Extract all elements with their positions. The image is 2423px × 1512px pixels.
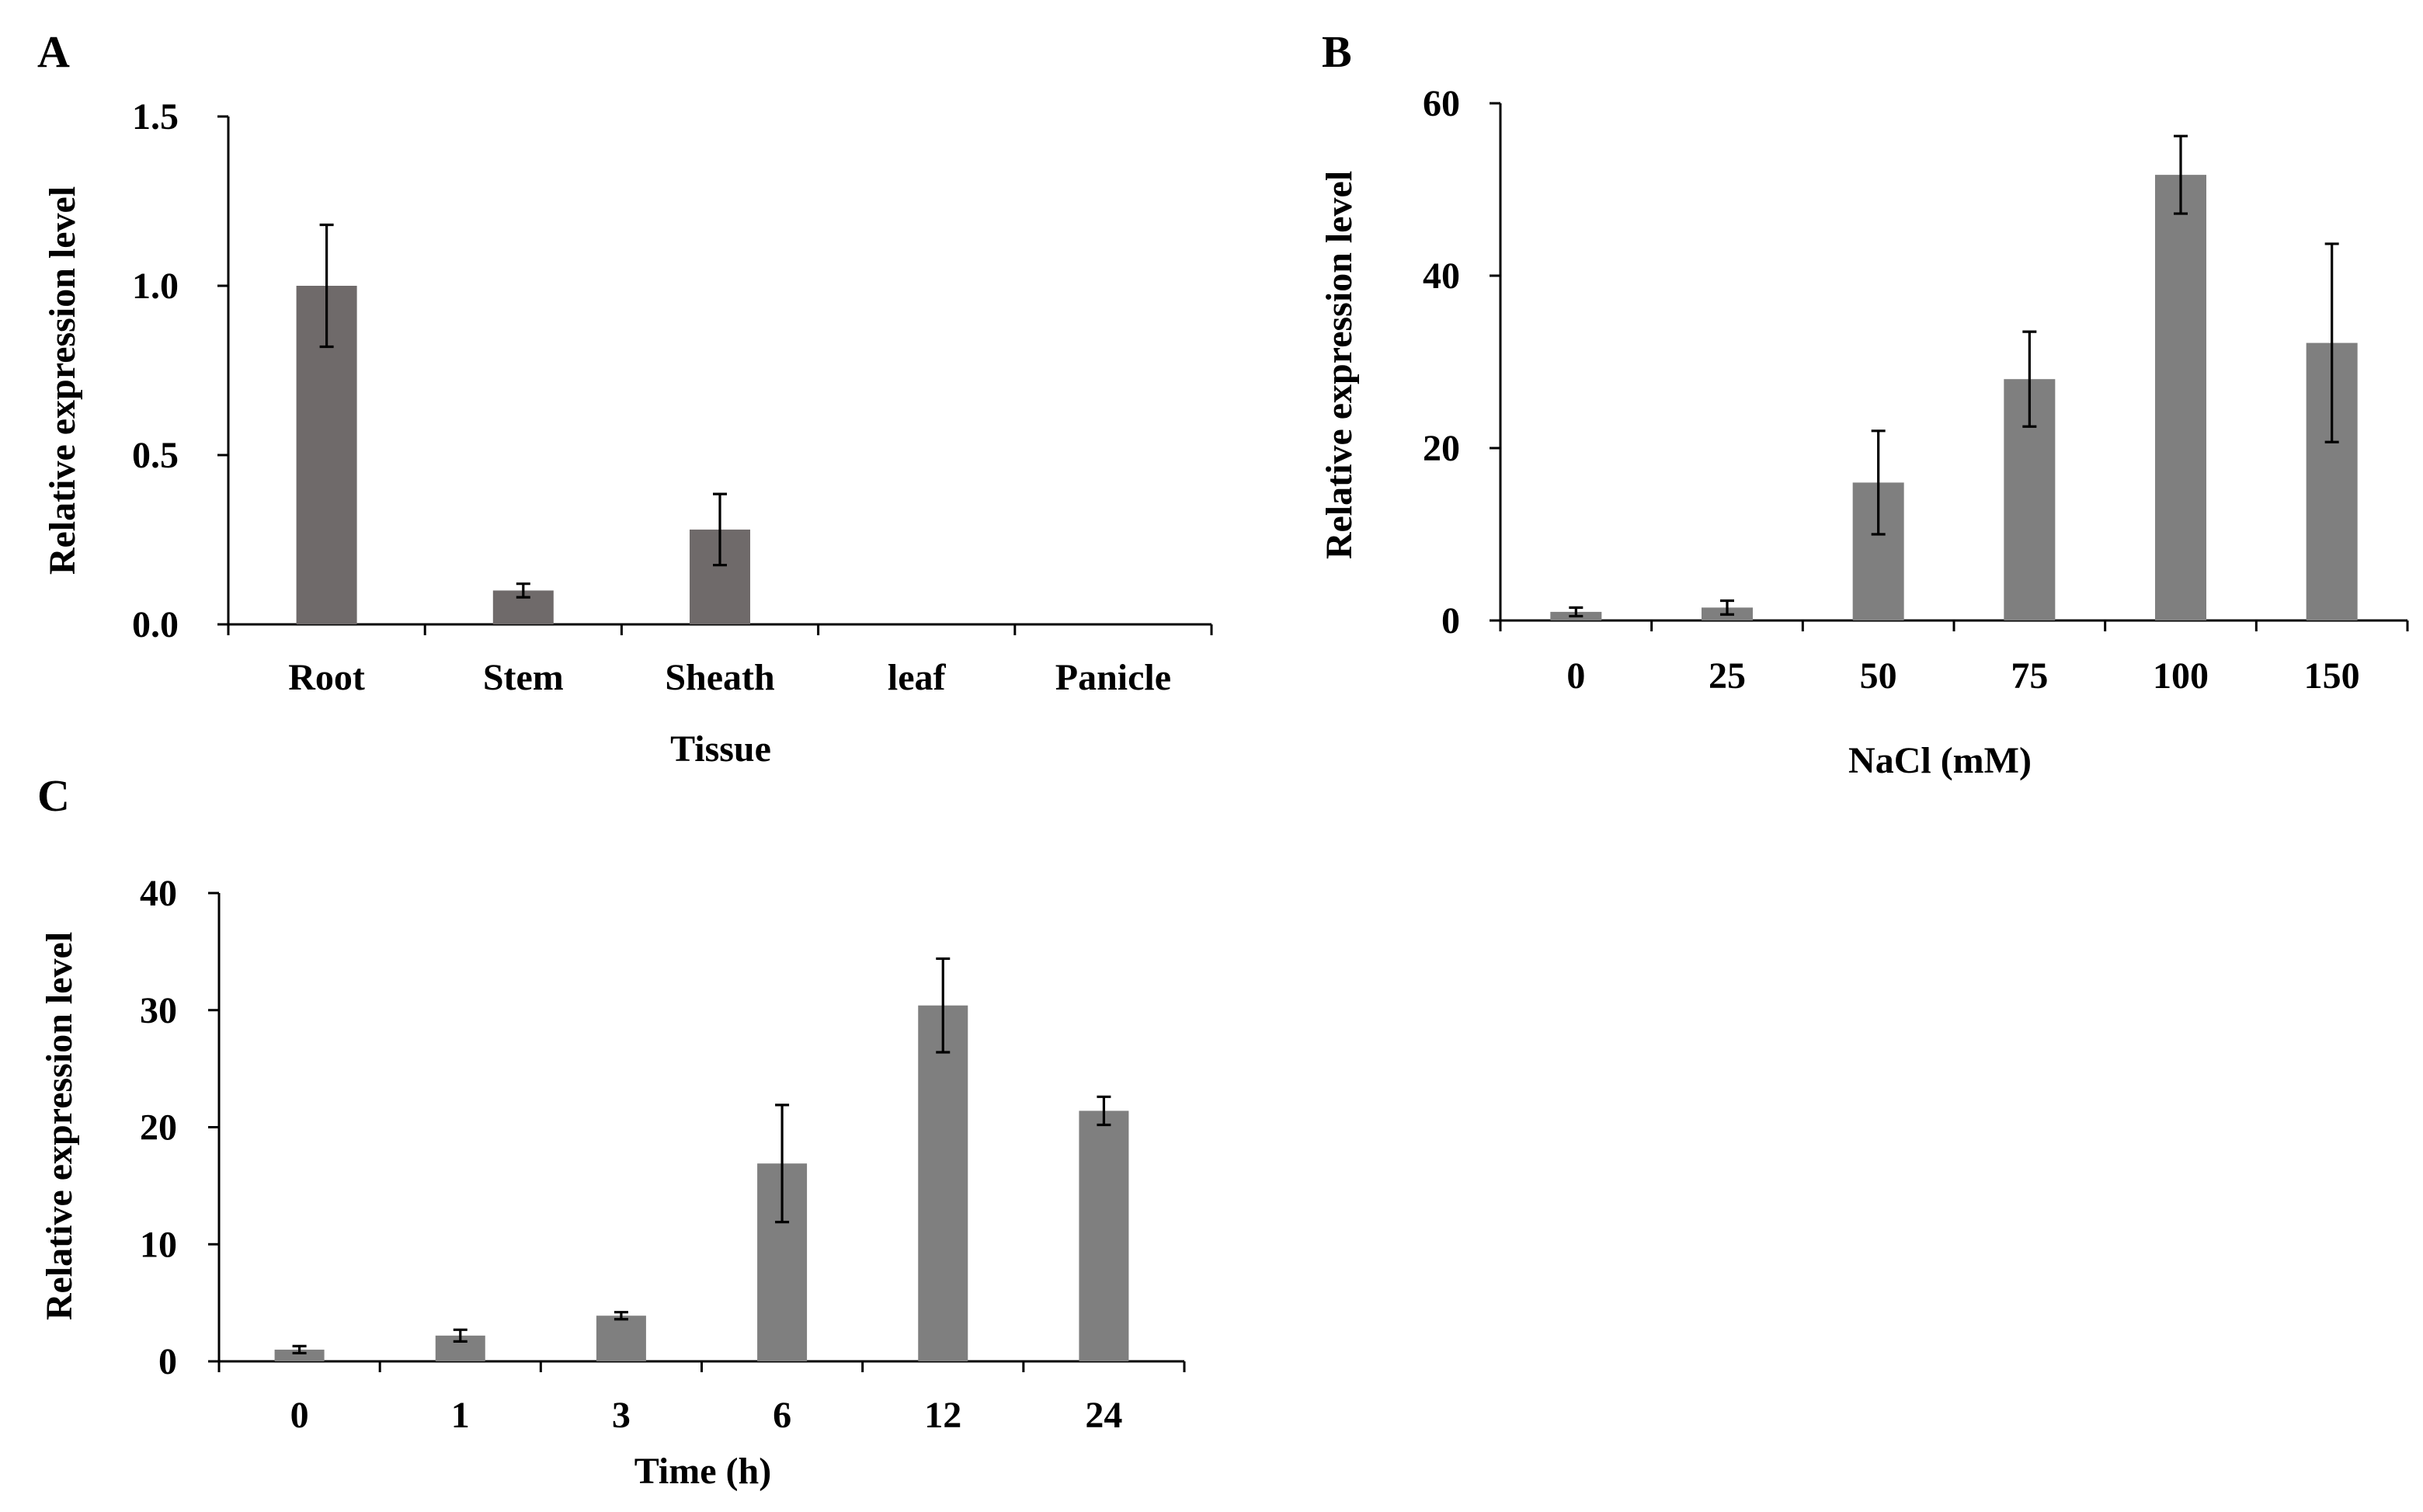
panel-c-x-tick-label: 12 (924, 1395, 961, 1436)
panel-c-bar (596, 1316, 646, 1361)
panel-a-marks: 0.0 0.5 1.0 1.5 Root Stem Sheath leaf Panicle (132, 96, 1213, 698)
panel-c: C Relative expression level Time (h) 010… (37, 770, 1186, 1492)
panel-a-x-tick-label: Panicle (1055, 657, 1171, 698)
panel-a-y-tick-label: 1.5 (132, 96, 179, 137)
panel-b-y-tick-label: 20 (1423, 428, 1460, 469)
panel-b-x-tick-label: 50 (1860, 655, 1897, 697)
panel-b-bar (2155, 175, 2206, 620)
panel-a-label: A (37, 26, 70, 77)
panel-c-bar (274, 1349, 325, 1361)
panel-b-label: B (1322, 26, 1352, 77)
panel-a-y-axis-title: Relative expression level (42, 186, 83, 575)
panel-c-bar (918, 1005, 968, 1361)
panel-b-x-tick-label: 100 (2153, 655, 2209, 697)
panel-c-y-axis-title: Relative expression level (39, 932, 80, 1320)
panel-c-y-tick-label: 30 (140, 990, 177, 1031)
panel-c-marks: 0 10 20 30 40 0 1 3 6 12 24 (140, 873, 1186, 1436)
panel-c-bar (1079, 1111, 1129, 1361)
panel-c-x-tick-label: 6 (773, 1395, 791, 1436)
panel-b-y-axis-title: Relative expression level (1319, 171, 1360, 559)
panel-c-y-tick-label: 40 (140, 873, 177, 914)
panel-c-y-tick-label: 10 (140, 1224, 177, 1265)
panel-c-x-tick-label: 3 (612, 1395, 631, 1436)
panel-b-x-tick-label: 0 (1566, 655, 1585, 697)
panel-c-x-tick-label: 1 (451, 1395, 470, 1436)
panel-a-x-tick-label: Sheath (665, 657, 774, 698)
panel-b-x-tick-label: 150 (2304, 655, 2360, 697)
panel-b-x-axis-title: NaCl (mM) (1848, 740, 2032, 781)
panel-b-y-tick-label: 0 (1441, 600, 1460, 641)
panel-b-x-tick-label: 75 (2011, 655, 2048, 697)
panel-c-x-tick-label: 24 (1085, 1395, 1122, 1436)
panel-a-y-tick-label: 0.5 (132, 435, 179, 476)
panel-a-y-tick-label: 0.0 (132, 604, 179, 645)
panel-a-x-tick-label: leaf (888, 657, 947, 698)
panel-c-label: C (37, 770, 70, 821)
panel-c-x-tick-label: 0 (290, 1395, 309, 1436)
panel-b-x-tick-label: 25 (1709, 655, 1746, 697)
panel-b-y-tick-label: 60 (1423, 83, 1460, 124)
panel-a: A Relative expression level Tissue 0.00.… (37, 26, 1213, 770)
panel-b: B Relative expression level NaCl (mM) 0 2… (1319, 26, 2409, 781)
panel-b-y-tick-label: 40 (1423, 255, 1460, 297)
panel-c-y-tick-label: 20 (140, 1107, 177, 1149)
panel-c-y-tick-label: 0 (158, 1341, 177, 1382)
panel-b-marks: 0 20 40 60 0 25 50 75 100 150 (1423, 83, 2409, 697)
panel-c-x-axis-title: Time (h) (634, 1451, 771, 1492)
panel-a-x-tick-label: Stem (483, 657, 564, 698)
panel-a-x-axis-title: Tissue (670, 728, 771, 770)
panel-a-y-tick-label: 1.0 (132, 266, 179, 307)
panel-a-x-tick-label: Root (288, 657, 365, 698)
